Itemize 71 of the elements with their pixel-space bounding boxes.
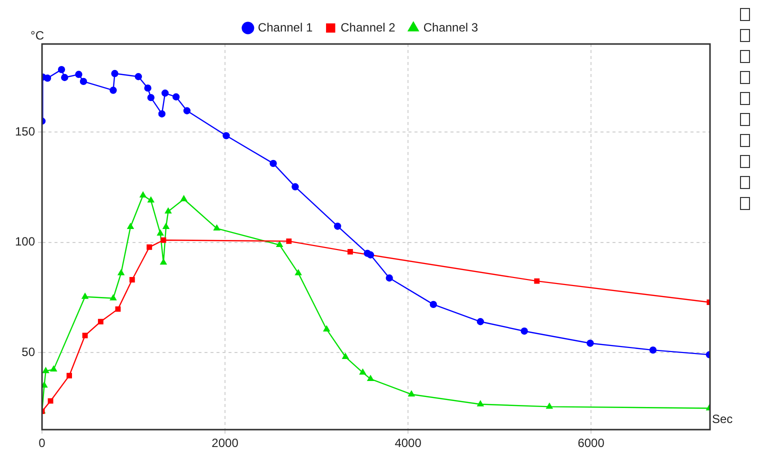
point [408, 390, 415, 396]
point [347, 249, 353, 255]
point [222, 132, 230, 140]
point [110, 294, 116, 300]
point [147, 94, 155, 102]
point [157, 230, 164, 236]
point [214, 224, 220, 231]
point [172, 93, 180, 100]
y-tick-label: 100 [14, 234, 36, 249]
point [292, 183, 299, 190]
y-tick-label: 50 [22, 344, 36, 359]
point [148, 196, 154, 203]
point [160, 237, 166, 243]
point [110, 86, 117, 94]
point [111, 70, 118, 78]
point [276, 241, 283, 248]
point [386, 274, 393, 282]
point [366, 251, 374, 258]
point [42, 367, 49, 374]
point [75, 70, 82, 78]
point [98, 318, 104, 324]
point [44, 74, 52, 82]
x-tick-label: 0 [38, 436, 46, 450]
point [586, 340, 594, 347]
point [165, 208, 172, 214]
point [161, 90, 169, 97]
point [61, 74, 68, 82]
point [367, 375, 374, 382]
x-tick-label: 6000 [578, 436, 605, 450]
point [146, 244, 152, 250]
point [649, 346, 657, 354]
legend-label: Channel 2 [340, 20, 396, 34]
point [534, 278, 540, 284]
point [323, 326, 330, 332]
point [286, 238, 292, 244]
point [476, 318, 484, 326]
point [360, 368, 366, 375]
point [48, 398, 54, 404]
legend-label: Channel 3 [423, 20, 478, 34]
point [82, 293, 88, 299]
point [162, 223, 170, 229]
point [180, 196, 188, 202]
point [118, 270, 124, 276]
x-tick-label: 2000 [212, 436, 239, 450]
point [430, 300, 437, 308]
point [183, 107, 191, 114]
point [546, 403, 553, 409]
point [127, 223, 134, 229]
point [115, 306, 121, 312]
point [50, 366, 57, 372]
x-axis-title: Sec [712, 412, 733, 426]
point [144, 84, 152, 92]
point [334, 222, 342, 230]
point [270, 160, 277, 168]
point [42, 382, 48, 388]
legend-label: Channel 1 [258, 20, 313, 34]
point [140, 192, 146, 198]
point [160, 258, 167, 265]
point [134, 73, 142, 80]
x-tick-label: 4000 [394, 436, 422, 450]
point [342, 353, 349, 359]
point [520, 328, 528, 335]
point [66, 372, 72, 378]
y-tick-label: 150 [14, 124, 36, 138]
point [80, 78, 88, 86]
point [58, 66, 66, 74]
point [295, 270, 302, 276]
point [477, 400, 484, 406]
point [129, 277, 135, 282]
y-axis-title: °C [30, 28, 44, 42]
point [158, 110, 166, 118]
